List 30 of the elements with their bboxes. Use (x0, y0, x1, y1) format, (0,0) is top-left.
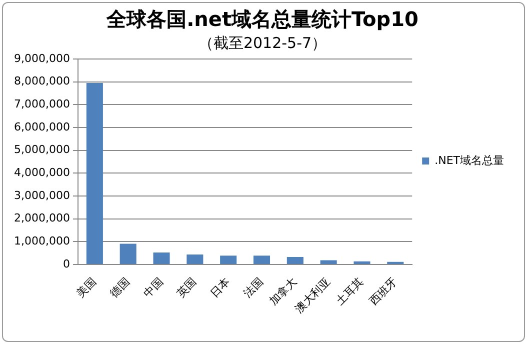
bar (286, 257, 304, 264)
x-tick-label: 日本 (208, 275, 232, 300)
bar (153, 252, 170, 264)
y-tick-label: 0 (62, 257, 70, 270)
bar (253, 256, 270, 264)
y-tick-label: 2,000,000 (14, 212, 70, 225)
x-tick-label: 英国 (174, 275, 200, 300)
x-tick-label: 中国 (140, 275, 166, 300)
bar (120, 244, 136, 264)
bar (220, 256, 237, 264)
x-tick-label: 德国 (107, 275, 132, 300)
y-tick-label: 9,000,000 (14, 52, 70, 65)
y-tick-label: 4,000,000 (14, 166, 70, 180)
bar (86, 82, 103, 264)
bar (186, 254, 204, 264)
y-tick-label: 6,000,000 (14, 120, 70, 134)
chart-title: 全球各国.net域名总量统计Top10 (106, 7, 418, 32)
bar (320, 260, 337, 264)
y-tick-label: 3,000,000 (14, 188, 70, 202)
legend-label: .NET域名总量 (434, 154, 504, 167)
x-tick-label: 西班牙 (367, 275, 400, 308)
chart-subtitle: （截至2012-5-7） (198, 34, 327, 52)
y-tick-label: 7,000,000 (14, 98, 70, 111)
y-tick-label: 1,000,000 (14, 234, 70, 248)
x-tick-label: 土耳其 (334, 275, 366, 308)
y-tick-label: 8,000,000 (14, 74, 70, 88)
bar (354, 261, 370, 264)
y-tick-label: 5,000,000 (14, 143, 70, 156)
x-tick-label: 法国 (241, 275, 266, 300)
x-tick-label: 美国 (74, 275, 99, 300)
